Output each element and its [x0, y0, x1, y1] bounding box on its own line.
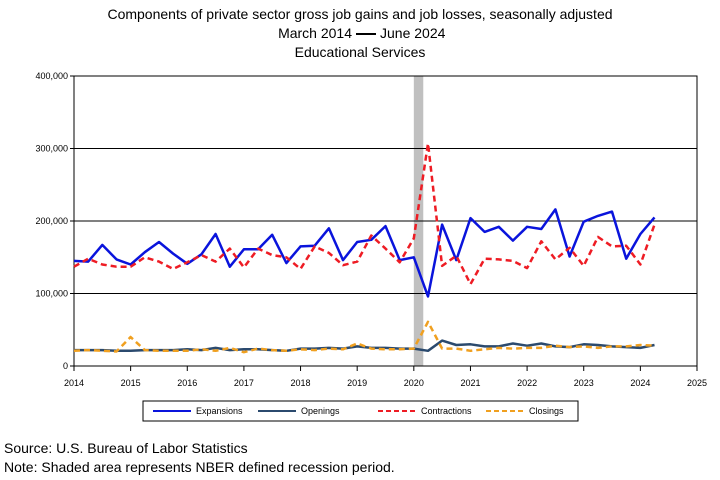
- x-tick-label: 2017: [234, 378, 254, 388]
- subtitle-start: March 2014: [278, 25, 352, 41]
- x-tick-label: 2020: [404, 378, 424, 388]
- x-tick-label: 2022: [517, 378, 537, 388]
- plot-area: 0 100,000 200,000 300,000 400,000 2014 2015 201…: [35, 71, 707, 388]
- legend-label: Openings: [301, 406, 340, 416]
- x-tick-label: 2016: [177, 378, 197, 388]
- legend-label: Closings: [529, 406, 564, 416]
- y-tick-label: 100,000: [35, 289, 68, 299]
- chart-subtitle-2: Educational Services: [295, 44, 426, 60]
- series-line-closings: [73, 320, 655, 354]
- x-tick-label: 2025: [687, 378, 707, 388]
- y-tick-label: 400,000: [35, 71, 68, 81]
- y-tick-label: 0: [63, 361, 68, 371]
- legend-item-closings: Closings: [486, 406, 564, 416]
- subtitle-end: June 2024: [380, 25, 446, 41]
- chart-subtitle: March 2014 June 2024: [278, 25, 446, 41]
- legend-item-contractions: Contractions: [378, 406, 472, 416]
- x-tick-label: 2021: [460, 378, 480, 388]
- chart: Components of private sector gross job g…: [35, 6, 707, 422]
- legend-box: [142, 400, 579, 422]
- series-line-expansions: [73, 208, 656, 298]
- chart-title: Components of private sector gross job g…: [107, 6, 612, 22]
- x-tick-label: 2019: [347, 378, 367, 388]
- legend-label: Expansions: [196, 406, 243, 416]
- x-tick-label: 2024: [630, 378, 650, 388]
- legend-item-openings: Openings: [258, 406, 340, 416]
- legend-item-expansions: Expansions: [153, 406, 243, 416]
- legend: Expansions Openings Contractions Closings: [142, 400, 579, 422]
- x-tick-label: 2015: [121, 378, 141, 388]
- x-tick-label: 2018: [291, 378, 311, 388]
- source-note: Source: U.S. Bureau of Labor Statistics: [4, 440, 248, 456]
- series-line-contractions: [73, 142, 656, 286]
- y-tick-label: 300,000: [35, 144, 68, 154]
- x-tick-label: 2023: [574, 378, 594, 388]
- recession-note: Note: Shaded area represents NBER define…: [4, 459, 395, 475]
- x-tick-label: 2014: [64, 378, 84, 388]
- y-tick-label: 200,000: [35, 216, 68, 226]
- legend-label: Contractions: [421, 406, 472, 416]
